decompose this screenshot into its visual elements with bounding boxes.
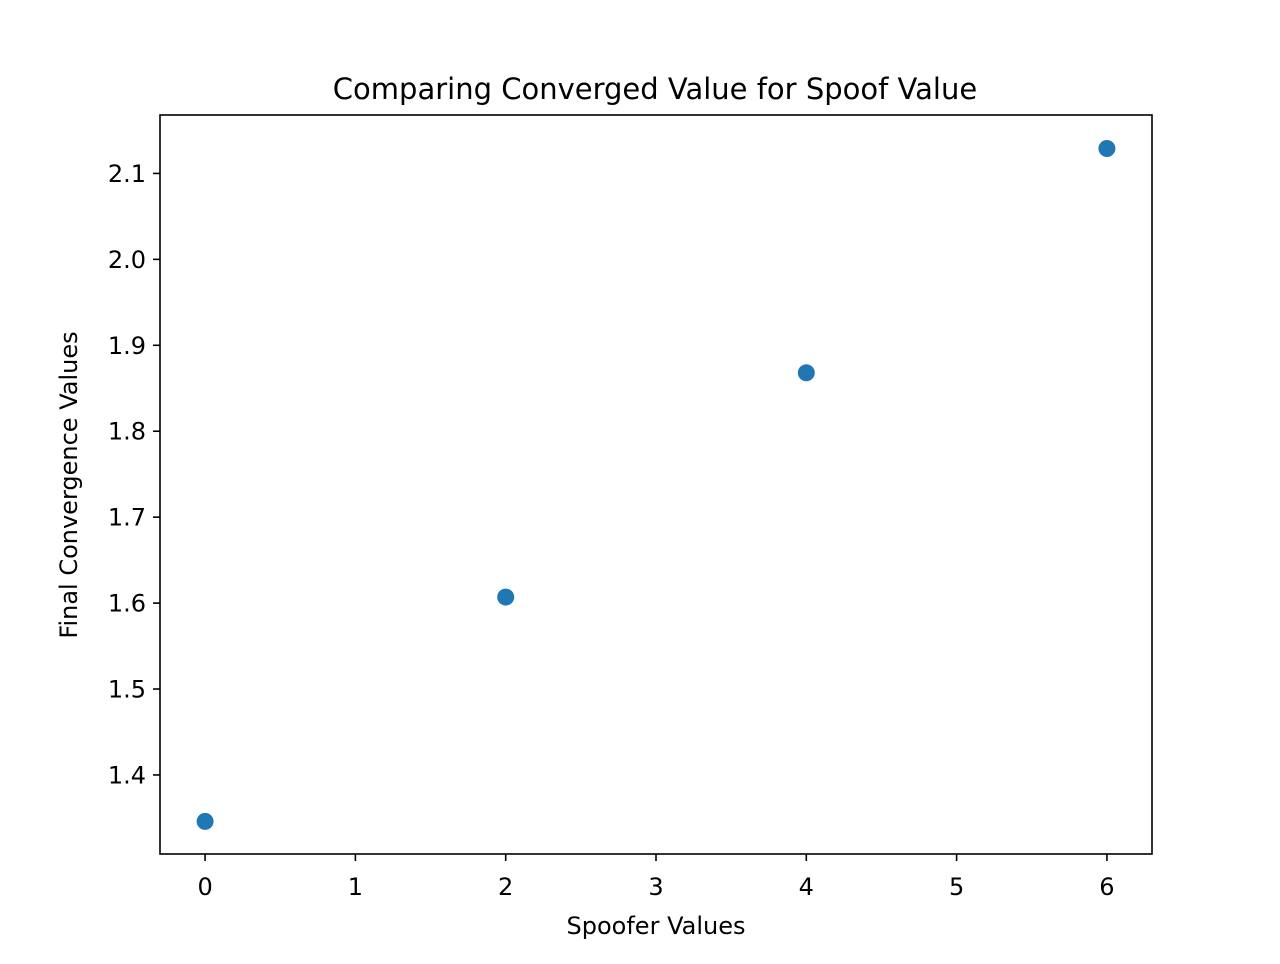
points-layer xyxy=(196,140,1116,830)
x-tick-label: 2 xyxy=(498,873,513,901)
x-tick-label: 0 xyxy=(197,873,212,901)
x-tick-label: 1 xyxy=(348,873,363,901)
y-tick-label: 2.1 xyxy=(108,160,146,188)
data-point xyxy=(497,588,515,606)
y-tick-label: 1.4 xyxy=(108,761,146,789)
x-tick-label: 5 xyxy=(949,873,964,901)
plot-frame xyxy=(159,114,1153,855)
x-tick-label: 3 xyxy=(648,873,663,901)
data-point xyxy=(1098,140,1116,158)
data-point xyxy=(196,812,214,830)
x-tick-label: 4 xyxy=(799,873,814,901)
x-tick-label: 6 xyxy=(1099,873,1114,901)
y-tick-label: 1.5 xyxy=(108,676,146,704)
y-tick-label: 1.7 xyxy=(108,504,146,532)
x-axis-label: Spoofer Values xyxy=(567,912,746,940)
data-point xyxy=(797,364,815,382)
chart-title: Comparing Converged Value for Spoof Valu… xyxy=(333,72,977,106)
y-tick-label: 1.6 xyxy=(108,590,146,618)
y-axis-label: Final Convergence Values xyxy=(55,331,83,638)
y-tick-label: 1.8 xyxy=(108,418,146,446)
ticks-layer: 0 1 2 3 4 5 6 1.4 1.5 1.6 1.7 1.8 1.9 2.0 2.1 xyxy=(108,160,1115,901)
y-tick-label: 1.9 xyxy=(108,332,146,360)
y-tick-label: 2.0 xyxy=(108,246,146,274)
